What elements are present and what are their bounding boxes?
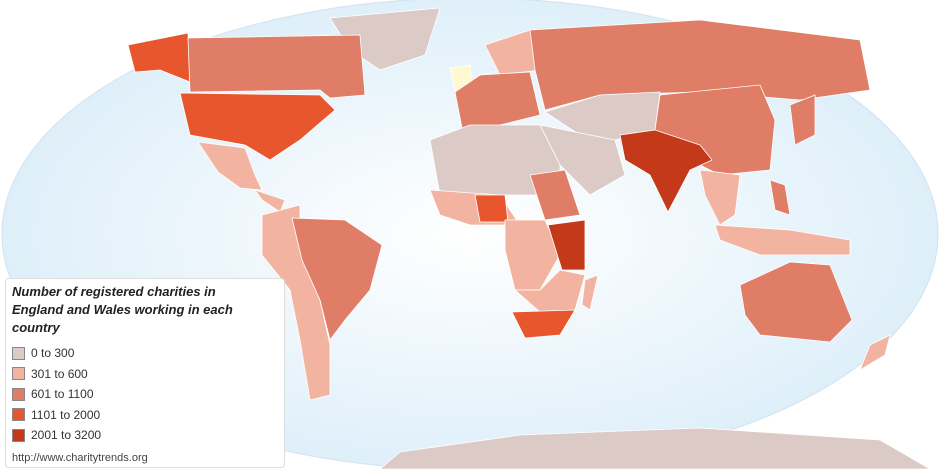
legend-item: 301 to 600	[12, 364, 278, 385]
legend-swatch	[12, 367, 25, 381]
alaska	[127, 32, 191, 83]
legend-item: 2001 to 3200	[12, 425, 278, 446]
legend-label: 1101 to 2000	[31, 407, 101, 422]
india-pakistan	[619, 129, 713, 213]
legend-item: 601 to 1100	[12, 384, 278, 405]
antarctica	[379, 427, 931, 469]
southeast-asia	[699, 169, 741, 226]
canada	[187, 34, 366, 99]
legend-title: Number of registered charities in Englan…	[12, 284, 233, 335]
usa	[179, 92, 336, 161]
sudan	[529, 169, 581, 221]
legend-items: 0 to 300 301 to 600 601 to 1100 1101 to 200…	[12, 343, 278, 446]
legend-label: 301 to 600	[31, 366, 88, 381]
legend-swatch	[12, 387, 25, 401]
legend-item: 1101 to 2000	[12, 405, 278, 426]
mexico	[197, 141, 263, 191]
legend-label: 2001 to 3200	[31, 428, 102, 443]
legend-swatch	[12, 408, 25, 422]
new-zealand	[859, 334, 891, 371]
south-africa	[511, 309, 576, 339]
legend-swatch	[12, 428, 25, 442]
legend-label: 601 to 1100	[31, 387, 94, 402]
legend-label: 0 to 300	[31, 346, 75, 361]
legend: Number of registered charities in Englan…	[5, 278, 285, 468]
legend-item: 0 to 300	[12, 343, 278, 364]
legend-swatch	[12, 346, 25, 360]
philippines	[769, 179, 791, 216]
japan	[789, 94, 816, 146]
east-africa	[547, 219, 586, 271]
australia	[739, 261, 853, 343]
brazil	[291, 217, 383, 341]
indonesia	[714, 224, 851, 256]
source: http://www.charitytrends.org	[12, 452, 148, 464]
madagascar	[581, 274, 599, 311]
nigeria	[474, 194, 509, 223]
